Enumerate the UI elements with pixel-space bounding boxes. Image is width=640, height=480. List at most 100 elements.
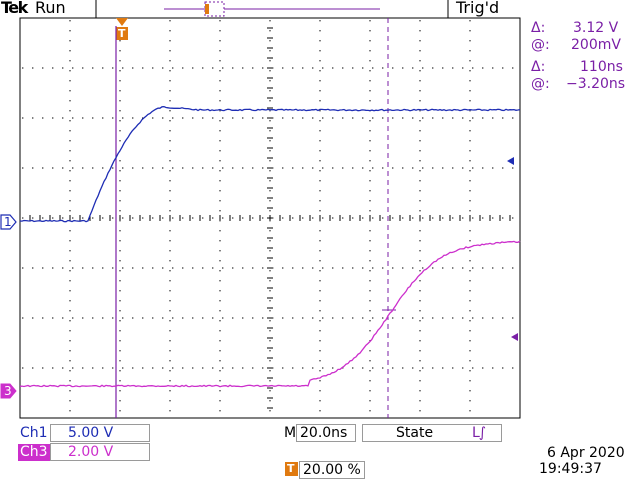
- grid-dot: [432, 217, 434, 219]
- ch1-label[interactable]: Ch1: [20, 425, 48, 441]
- grid-dot: [392, 367, 394, 369]
- grid-dot: [119, 300, 121, 302]
- grid-dot: [22, 217, 24, 219]
- grid-dot: [419, 360, 421, 362]
- grid-dot: [112, 167, 114, 169]
- grid-dot: [219, 260, 221, 262]
- grid-dot: [269, 380, 271, 382]
- ch3-waveform: [19, 240, 521, 388]
- grid-dot: [319, 300, 321, 302]
- grid-dot: [219, 20, 221, 22]
- grid-dot: [162, 317, 164, 319]
- grid-dot: [419, 110, 421, 112]
- grid-dot: [42, 117, 44, 119]
- grid-dot: [482, 167, 484, 169]
- timebase-box[interactable]: [296, 424, 356, 442]
- grid-dot: [22, 117, 24, 119]
- ch3-label[interactable]: Ch3: [20, 444, 48, 460]
- grid-dot: [269, 260, 271, 262]
- grid-dot: [362, 367, 364, 369]
- trigger-slope-icon: L∫: [472, 425, 486, 441]
- grid-dot: [119, 140, 121, 142]
- grid-dot: [242, 317, 244, 319]
- grid-dot: [319, 190, 321, 192]
- grid-dot: [32, 167, 34, 169]
- grid-dot: [32, 367, 34, 369]
- grid-dot: [119, 360, 121, 362]
- grid-dot: [432, 67, 434, 69]
- grid-dot: [382, 167, 384, 169]
- grid-dot: [172, 267, 174, 269]
- ch1-ground-marker[interactable]: [0, 214, 17, 230]
- trigger-position-marker-icon[interactable]: [116, 18, 128, 26]
- grid-dot: [169, 370, 171, 372]
- ch3-scale-box[interactable]: [50, 443, 150, 461]
- grid-dot: [269, 140, 271, 142]
- grid-dot: [372, 217, 374, 219]
- grid-dot: [369, 200, 371, 202]
- grid-dot: [62, 367, 64, 369]
- grid-dot: [369, 100, 371, 102]
- grid-dot: [482, 217, 484, 219]
- grid-dot: [322, 317, 324, 319]
- grid-dot: [422, 267, 424, 269]
- grid-dot: [469, 50, 471, 52]
- grid-dot: [212, 217, 214, 219]
- grid-dot: [269, 130, 271, 132]
- grid-dot: [502, 217, 504, 219]
- grid-dot: [469, 80, 471, 82]
- grid-dot: [69, 30, 71, 32]
- grid-dot: [169, 410, 171, 412]
- grid-dot: [469, 270, 471, 272]
- grid-dot: [419, 120, 421, 122]
- grid-dot: [52, 317, 54, 319]
- grid-dot: [69, 80, 71, 82]
- grid-dot: [52, 267, 54, 269]
- grid-dot: [412, 267, 414, 269]
- grid-dot: [62, 317, 64, 319]
- grid-dot: [469, 60, 471, 62]
- grid-dot: [269, 250, 271, 252]
- grid-dot: [69, 300, 71, 302]
- grid-dot: [392, 267, 394, 269]
- grid-dot: [119, 200, 121, 202]
- grid-dot: [292, 167, 294, 169]
- grid-dot: [322, 217, 324, 219]
- grid-dot: [512, 267, 514, 269]
- grid-dot: [69, 250, 71, 252]
- grid-dot: [492, 367, 494, 369]
- grid-dot: [512, 117, 514, 119]
- grid-dot: [369, 70, 371, 72]
- ch3-ground-marker[interactable]: [0, 383, 17, 399]
- grid-dot: [419, 280, 421, 282]
- grid-dot: [142, 367, 144, 369]
- grid-dot: [412, 167, 414, 169]
- grid-dot: [219, 180, 221, 182]
- grid-dot: [119, 160, 121, 162]
- trigger-position-box[interactable]: [299, 461, 365, 479]
- grid-dot: [419, 140, 421, 142]
- grid-dot: [362, 317, 364, 319]
- trigger-state-box[interactable]: [362, 424, 502, 442]
- grid-dot: [402, 267, 404, 269]
- grid-dot: [469, 120, 471, 122]
- grid-dot: [319, 210, 321, 212]
- grid-dot: [392, 217, 394, 219]
- grid-dot: [69, 280, 71, 282]
- grid-dot: [362, 67, 364, 69]
- grid-dot: [52, 217, 54, 219]
- grid-dot: [469, 320, 471, 322]
- grid-dot: [462, 317, 464, 319]
- ch1-scale-box[interactable]: [50, 424, 150, 442]
- grid-dot: [322, 67, 324, 69]
- grid-dot: [412, 117, 414, 119]
- grid-dot: [319, 110, 321, 112]
- grid-dot: [469, 310, 471, 312]
- ch3-scale-value: 2.00 V: [68, 444, 114, 460]
- grid-dot: [319, 320, 321, 322]
- grid-dot: [119, 100, 121, 102]
- grid-dot: [369, 300, 371, 302]
- ch1-waveform: [19, 106, 521, 223]
- grid-dot: [352, 367, 354, 369]
- grid-dot: [332, 67, 334, 69]
